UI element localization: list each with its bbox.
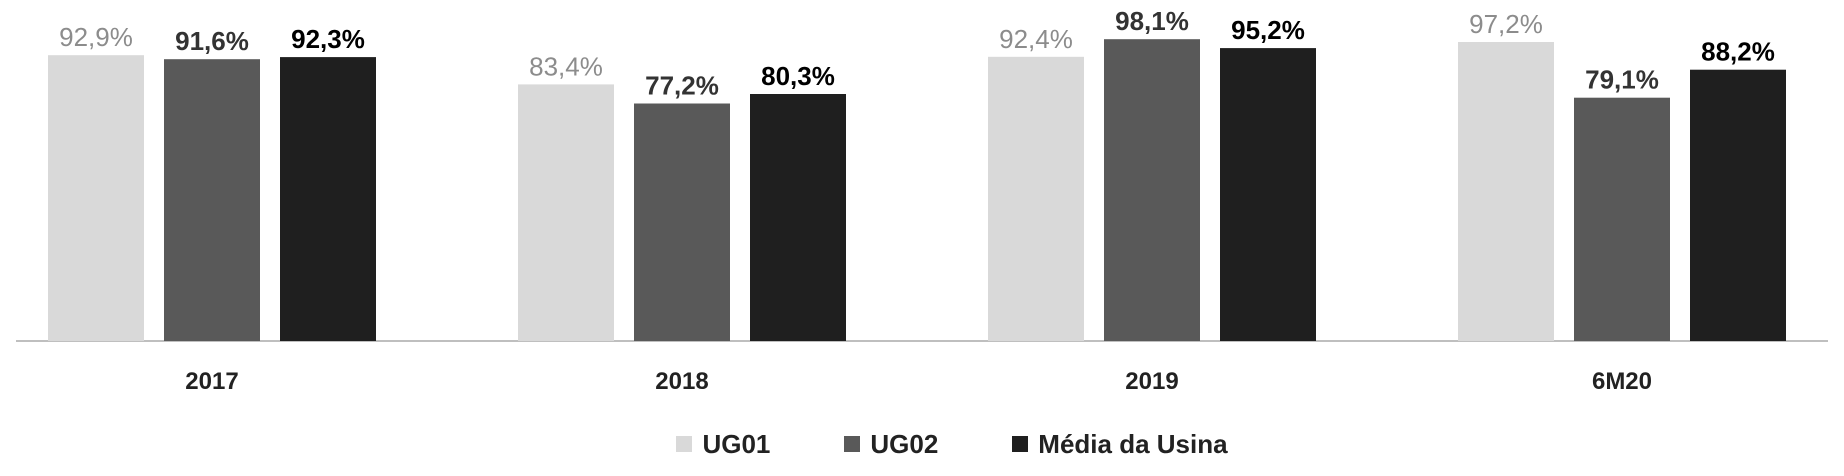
data-label: 98,1% [1115, 6, 1189, 36]
bar-média-da-usina-6m20 [1690, 69, 1786, 341]
bar-ug01-2019 [988, 56, 1084, 342]
bar-ug02-2018 [634, 103, 730, 341]
legend-item: Média da Usina [1012, 428, 1228, 460]
x-tick-label: 2018 [655, 368, 708, 395]
x-tick-label: 6M20 [1592, 368, 1652, 395]
legend-label: Média da Usina [1038, 428, 1228, 459]
bar-ug02-2019 [1104, 39, 1200, 341]
bar-média-da-usina-2018 [750, 94, 846, 341]
data-label: 88,2% [1701, 37, 1775, 67]
legend-item: UG01 [676, 429, 770, 460]
data-label: 80,3% [761, 61, 835, 91]
bar-chart: 92,9% 91,6% 92,3% 2017 83,4% 77,2% 80,3% 2018 92… [16, 6, 1828, 395]
data-label: 92,9% [59, 22, 133, 52]
legend-swatch [676, 436, 693, 452]
bar-ug02-6m20 [1574, 97, 1670, 341]
legend-swatch [1012, 436, 1029, 452]
legend-label: UG01 [702, 428, 771, 459]
x-tick-label: 2017 [185, 368, 238, 395]
legend-item: UG02 [844, 429, 938, 460]
data-label: 92,3% [291, 24, 365, 54]
data-label: 97,2% [1469, 9, 1543, 39]
bar-ug01-6m20 [1458, 42, 1554, 341]
data-label: 77,2% [645, 71, 719, 101]
legend-label: UG02 [870, 428, 939, 459]
data-label: 92,4% [999, 24, 1073, 54]
bar-ug01-2018 [518, 84, 614, 342]
legend-swatch [844, 436, 861, 452]
bar-ug02-2017 [164, 59, 260, 341]
data-label: 79,1% [1585, 65, 1659, 95]
x-tick-label: 2019 [1125, 368, 1178, 395]
data-label: 83,4% [529, 51, 603, 81]
data-label: 91,6% [175, 26, 249, 56]
bar-média-da-usina-2017 [280, 57, 376, 341]
legend: UG01 UG02 Média da Usina [0, 424, 1844, 464]
data-label: 95,2% [1231, 15, 1305, 45]
bar-ug01-2017 [48, 55, 144, 341]
bar-média-da-usina-2019 [1220, 48, 1316, 341]
